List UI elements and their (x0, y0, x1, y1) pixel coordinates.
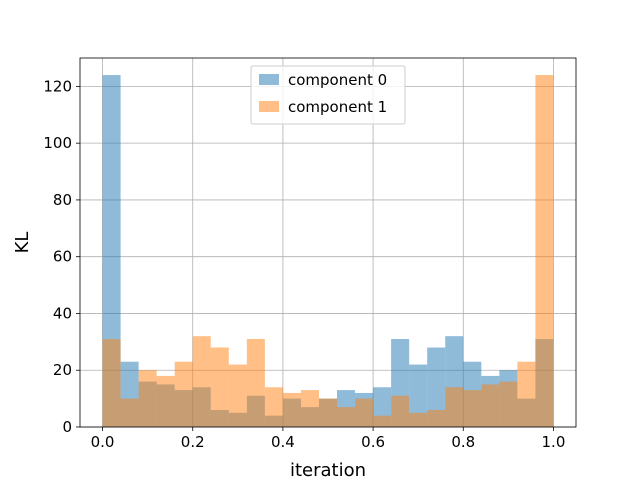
bar-component-1 (427, 409, 446, 427)
x-tick-label: 0.8 (451, 433, 475, 451)
bar-component-1 (120, 398, 139, 427)
x-tick-label: 0.4 (271, 433, 295, 451)
x-axis-ticks: 0.0 0.2 0.4 0.6 0.8 1.0 (91, 427, 566, 451)
bar-component-1 (481, 384, 500, 427)
y-tick-label: 60 (53, 248, 72, 266)
plot-area-frame (79, 57, 577, 428)
bar-component-0 (427, 347, 446, 427)
y-axis-label: KL (12, 232, 33, 254)
bar-component-0 (409, 364, 428, 427)
legend-box (250, 65, 406, 125)
y-tick-label: 40 (53, 304, 72, 322)
legend-label-component-0: component 0 (288, 71, 387, 89)
bar-component-1 (517, 361, 536, 427)
x-axis-label: iteration (290, 460, 366, 480)
legend: component 0 component 1 (250, 65, 406, 125)
bar-component-1 (264, 387, 283, 427)
y-tick-label: 80 (53, 191, 72, 209)
bar-component-1 (282, 392, 301, 427)
bar-component-1 (535, 75, 554, 428)
bar-component-1 (499, 381, 518, 427)
bar-component-1 (138, 370, 157, 427)
x-tick-label: 0.2 (181, 433, 205, 451)
y-tick-label: 120 (43, 77, 72, 95)
bar-component-1 (210, 347, 229, 427)
bar-component-1 (337, 407, 356, 427)
bar-component-1 (409, 412, 428, 427)
bar-component-1 (373, 415, 392, 427)
y-tick-label: 100 (43, 134, 72, 152)
y-axis-ticks: 0 20 40 60 80 100 120 (43, 77, 80, 436)
bar-component-1 (192, 336, 211, 427)
bar-component-1 (300, 390, 319, 427)
bar-component-1 (445, 387, 464, 427)
bar-component-1 (228, 364, 247, 427)
x-tick-label: 0.6 (361, 433, 385, 451)
bar-component-1 (102, 339, 121, 427)
y-tick-label: 20 (53, 361, 72, 379)
histogram-bars (102, 75, 554, 428)
bar-component-1 (156, 375, 175, 427)
bar-component-1 (463, 390, 482, 427)
x-tick-label: 1.0 (542, 433, 566, 451)
bar-component-1 (318, 398, 338, 427)
bar-component-1 (174, 361, 193, 427)
legend-swatch-component-1 (259, 101, 279, 112)
y-tick-label: 0 (62, 418, 72, 436)
x-tick-label: 0.0 (91, 433, 115, 451)
legend-label-component-1: component 1 (288, 98, 387, 116)
bar-component-1 (246, 339, 265, 427)
bar-component-1 (391, 395, 410, 427)
legend-swatch-component-0 (259, 74, 279, 85)
bar-component-1 (355, 398, 374, 427)
